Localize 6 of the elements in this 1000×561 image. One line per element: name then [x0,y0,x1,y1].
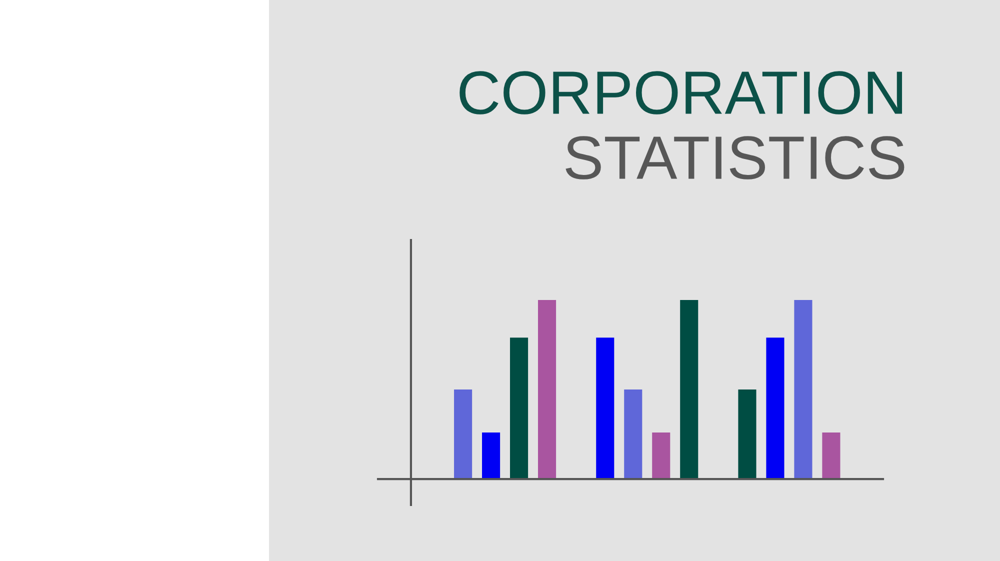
bar [482,432,500,480]
bar [822,432,840,480]
chart-title: CORPORATION [460,71,902,114]
bar [538,300,556,480]
chart-subtitle: STATISTICS [566,136,904,180]
bar [766,338,784,480]
